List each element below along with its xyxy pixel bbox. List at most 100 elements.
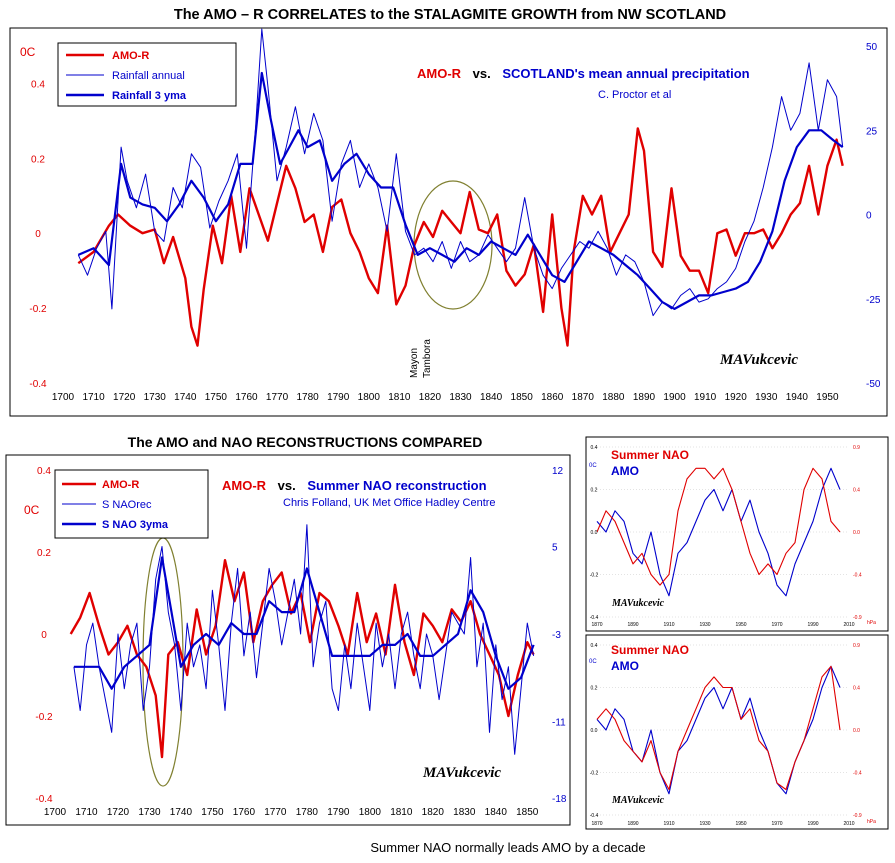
y-right-tick-label: 12: [552, 466, 564, 477]
y-left-tick-label: 0.2: [591, 488, 598, 494]
y-left-tick-label: 0.0: [591, 530, 598, 536]
legend-label-amo-b: AMO-R: [102, 479, 139, 491]
x-tick-label: 1820: [422, 807, 445, 818]
y-left-tick-label: 0.2: [37, 548, 51, 559]
y-left-tick-label: 0.2: [591, 686, 598, 692]
bottom-subtitle: Chris Folland, UK Met Office Hadley Cent…: [283, 497, 496, 509]
y-left-tick-label: -0.4: [35, 794, 53, 805]
x-tick-label: 1770: [266, 392, 289, 403]
main-title: The AMO – R CORRELATES to the STALAGMITE…: [174, 7, 726, 23]
legend-label-snao3yma: S NAO 3yma: [102, 519, 169, 531]
y-left-tick-label: -0.2: [590, 771, 599, 777]
series-line-rainfall-annual: [77, 28, 844, 317]
x-tick-label: 1730: [144, 392, 167, 403]
inset-2-legend-amo: AMO: [611, 659, 639, 673]
x-tick-label: 1950: [816, 392, 839, 403]
y-right-tick-label: 50: [866, 42, 878, 53]
y-right-tick-label: -50: [866, 379, 881, 390]
x-tick-label: 1950: [735, 622, 746, 628]
series-line-summer-nao: [596, 467, 841, 586]
inset-1-ylabel-right: hPa: [867, 620, 876, 626]
x-tick-label: 2010: [843, 821, 854, 827]
inset-2-legend-nao: Summer NAO: [611, 643, 689, 657]
x-tick-label: 1970: [771, 821, 782, 827]
x-tick-label: 1710: [82, 392, 105, 403]
y-right-tick-label: -25: [866, 295, 881, 306]
x-tick-label: 1970: [771, 622, 782, 628]
x-tick-label: 1700: [52, 392, 75, 403]
y-right-tick-label: -0.4: [853, 573, 862, 579]
bottom-chart-title: AMO-R vs. Summer NAO reconstruction: [222, 478, 487, 493]
y-left-tick-label: -0.4: [590, 813, 599, 819]
inset-1-legend-amo: AMO: [611, 464, 639, 478]
x-tick-label: 1850: [516, 807, 539, 818]
y-left-tick-label: 0.2: [31, 154, 45, 165]
x-tick-label: 1720: [107, 807, 130, 818]
x-tick-label: 1700: [44, 807, 67, 818]
y-left-tick-label: 0: [41, 630, 47, 641]
y-right-tick-label: 25: [866, 126, 878, 137]
x-tick-label: 1880: [602, 392, 625, 403]
x-tick-label: 1890: [627, 622, 638, 628]
y-left-tick-label: -0.2: [590, 573, 599, 579]
y-right-tick-label: 0.4: [853, 488, 860, 494]
bottom-signature: MAVukcevic: [422, 765, 501, 781]
y-right-tick-label: -0.4: [853, 771, 862, 777]
x-tick-label: 1890: [627, 821, 638, 827]
x-tick-label: 1770: [264, 807, 287, 818]
x-tick-label: 1790: [327, 807, 350, 818]
x-tick-label: 1930: [699, 821, 710, 827]
bottom-legend: AMO-R S NAOrec S NAO 3yma: [54, 469, 209, 539]
figure-caption: Summer NAO normally leads AMO by a decad…: [370, 840, 645, 855]
inset-2-ylabel-right: hPa: [867, 819, 876, 825]
top-legend: AMO-R Rainfall annual Rainfall 3 yma: [57, 42, 237, 107]
x-tick-label: 1780: [296, 807, 319, 818]
series-line-summer-nao: [596, 665, 841, 791]
legend-label-amo: AMO-R: [112, 50, 149, 62]
bottom-ylabel-left: 0C: [24, 503, 40, 517]
x-tick-label: 1750: [205, 392, 228, 403]
y-left-tick-label: 0: [35, 229, 41, 240]
x-tick-label: 1840: [485, 807, 508, 818]
y-right-tick-label: 5: [552, 543, 558, 554]
x-tick-label: 1870: [591, 821, 602, 827]
x-tick-label: 1990: [807, 622, 818, 628]
y-right-tick-label: 0.9: [853, 445, 860, 451]
x-tick-label: 1890: [633, 392, 656, 403]
x-tick-label: 1720: [113, 392, 136, 403]
bottom-title-amo: AMO-R: [222, 478, 267, 493]
inset-chart-2: 1870 1890 1910 1930 1950 1970 1990 2010 0.4 0.2 0.…: [585, 634, 889, 830]
x-tick-label: 1740: [170, 807, 193, 818]
series-line-s-nao-3yma: [73, 556, 535, 690]
bottom-title-vs: vs.: [278, 478, 296, 493]
x-tick-label: 1940: [786, 392, 809, 403]
x-tick-label: 1840: [480, 392, 503, 403]
y-right-tick-label: -18: [552, 794, 567, 805]
x-tick-label: 1800: [359, 807, 382, 818]
top-chart-title: AMO-R vs. SCOTLAND's mean annual precipi…: [417, 66, 750, 81]
series-line-amo-r: [77, 127, 844, 347]
inset-1-frame: [585, 436, 889, 632]
x-tick-label: 1810: [390, 807, 413, 818]
x-tick-label: 1740: [174, 392, 197, 403]
x-tick-label: 1910: [663, 821, 674, 827]
inset-1-ylabel-left: 0C: [589, 463, 597, 469]
x-tick-label: 1910: [663, 622, 674, 628]
y-left-tick-label: -0.2: [29, 304, 47, 315]
y-left-tick-label: -0.2: [35, 712, 53, 723]
x-tick-label: 1750: [201, 807, 224, 818]
inset-2-frame: [585, 634, 889, 830]
bottom-chart: 1700 1710 1720 1730 1740 1750 1760 1770 1780 1790…: [5, 454, 571, 826]
y-right-tick-label: -0.9: [853, 813, 862, 819]
inset-2-signature: MAVukcevic: [611, 795, 665, 806]
x-tick-label: 1930: [755, 392, 778, 403]
x-tick-label: 1710: [75, 807, 98, 818]
y-right-tick-label: -0.9: [853, 615, 862, 621]
x-tick-label: 1830: [453, 807, 476, 818]
x-tick-label: 1730: [138, 807, 161, 818]
y-right-tick-label: -11: [552, 717, 566, 728]
y-right-tick-label: 0.9: [853, 643, 860, 649]
legend-label-rain-3yma: Rainfall 3 yma: [112, 90, 187, 102]
legend-label-snaorec: S NAOrec: [102, 499, 152, 511]
y-left-tick-label: 0.4: [591, 445, 598, 451]
